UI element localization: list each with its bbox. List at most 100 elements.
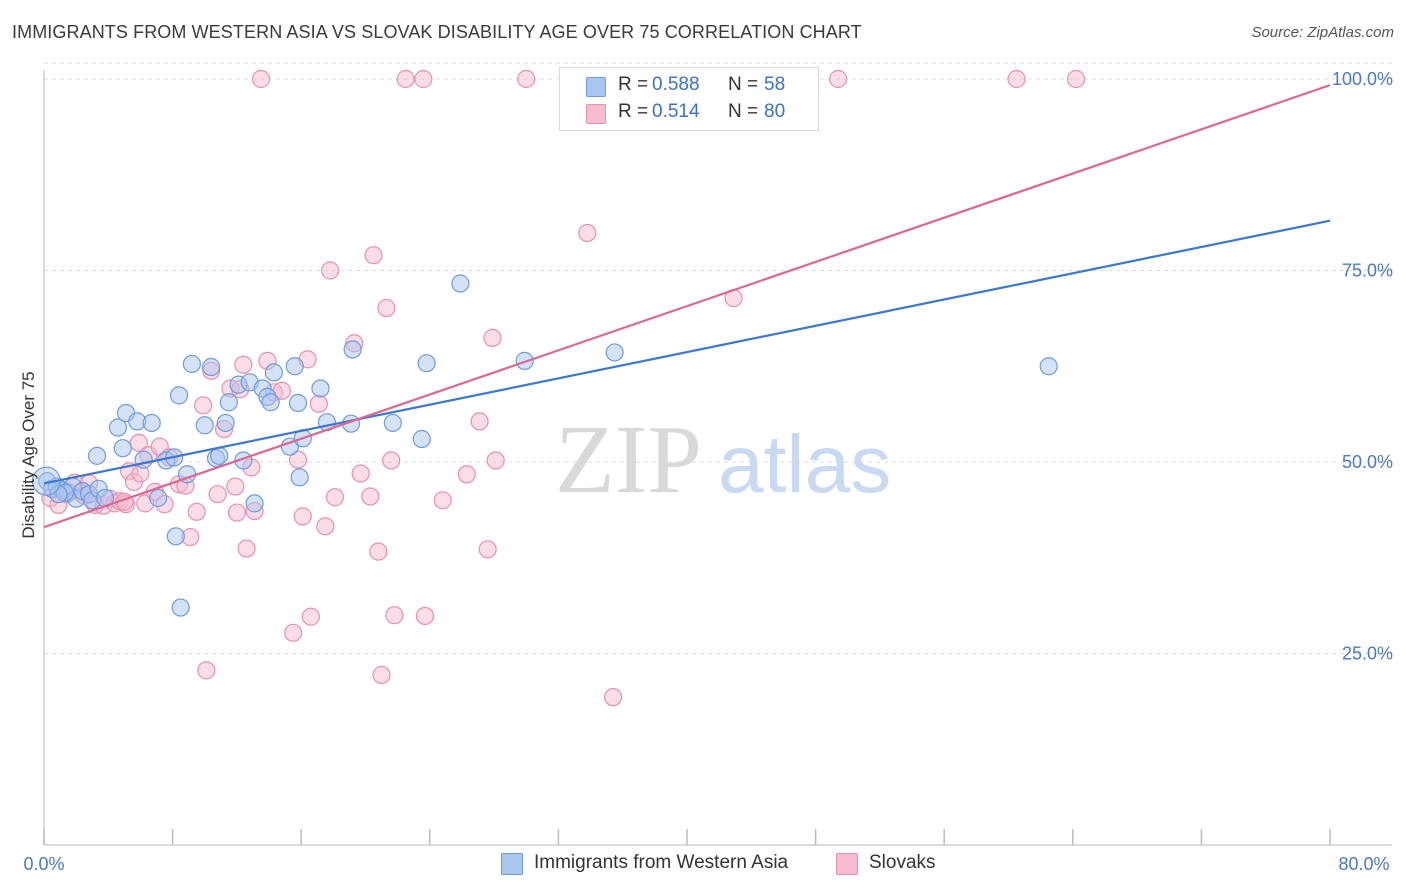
watermark-atlas: atlas [718, 419, 891, 510]
data-point [134, 450, 153, 469]
legend-n-value: 58 [764, 74, 786, 95]
data-point [361, 487, 380, 506]
data-point [385, 606, 404, 625]
data-point [321, 261, 340, 280]
watermark-zip: ZIP [555, 406, 702, 514]
data-point [187, 502, 206, 521]
y-tick-label: 50.0% [1342, 452, 1393, 472]
data-point [171, 598, 190, 617]
series-western-asia-points [31, 274, 1058, 617]
data-point [829, 69, 848, 89]
data-point [1007, 69, 1026, 89]
series-slovaks-points [41, 69, 1086, 707]
legend-r-label: R = [618, 74, 649, 95]
data-point [309, 394, 328, 413]
data-point [251, 69, 271, 89]
x-tick-label-min: 0.0% [23, 854, 64, 874]
data-point [1066, 69, 1086, 89]
data-point [383, 413, 402, 433]
data-point [226, 477, 245, 496]
data-point [517, 69, 536, 89]
data-point [377, 298, 396, 318]
data-point [293, 507, 312, 526]
series-legend-label: Slovaks [869, 852, 936, 873]
data-point [412, 429, 431, 449]
data-point [219, 393, 238, 412]
legend-r-value: 0.588 [652, 74, 700, 95]
data-point [264, 363, 283, 382]
legend-n-label: N = [728, 101, 759, 122]
data-point [87, 446, 107, 465]
data-point [351, 464, 370, 483]
data-point [451, 274, 470, 293]
data-point [369, 542, 388, 561]
data-point [311, 379, 330, 398]
data-point [285, 357, 304, 376]
data-point [284, 623, 303, 642]
data-point [578, 223, 597, 243]
trend-lines [43, 84, 1331, 529]
data-point [237, 539, 256, 558]
data-point [603, 688, 623, 707]
series-legend-label: Immigrants from Western Asia [534, 852, 789, 873]
series-legend-swatch [836, 853, 858, 875]
data-point [208, 485, 227, 504]
data-point [166, 527, 185, 546]
data-point [288, 450, 308, 469]
data-point [290, 468, 309, 487]
data-point [129, 433, 148, 452]
correlation-legend: R = 0.588 N = 58 R = 0.514 N = 80 [559, 67, 819, 131]
data-point [414, 69, 433, 89]
data-point [195, 416, 214, 435]
source-label: Source: ZipAtlas.com [1251, 24, 1394, 41]
data-point [364, 246, 383, 265]
data-point [142, 413, 161, 433]
legend-r-value: 0.514 [652, 101, 700, 122]
trend-line-slovaks [43, 84, 1331, 529]
data-point [245, 494, 264, 513]
data-point [605, 343, 624, 362]
data-point [372, 665, 391, 685]
y-tick-label: 100.0% [1332, 69, 1393, 89]
data-point [457, 465, 476, 484]
data-point [382, 451, 401, 470]
legend-swatch-pink [586, 104, 606, 124]
data-point [182, 354, 201, 374]
data-point [433, 491, 452, 510]
data-point [396, 69, 415, 89]
data-point [227, 503, 246, 522]
data-point [149, 488, 168, 508]
y-tick-label: 75.0% [1342, 261, 1393, 281]
data-point [202, 357, 221, 377]
data-point [216, 413, 235, 433]
data-point [417, 354, 436, 373]
data-point [301, 607, 320, 626]
y-tick-label: 25.0% [1342, 644, 1393, 664]
x-tick-label-max: 80.0% [1338, 854, 1389, 874]
data-point [415, 606, 435, 626]
y-axis-title: Disability Age Over 75 [19, 371, 38, 538]
data-point [486, 451, 505, 470]
series-legend-swatch [501, 853, 523, 875]
chart-title: IMMIGRANTS FROM WESTERN ASIA VS SLOVAK D… [12, 22, 862, 42]
data-point [478, 540, 497, 559]
data-point [261, 393, 280, 412]
legend-n-value: 80 [764, 101, 786, 122]
data-point [1039, 357, 1058, 376]
data-point [288, 393, 308, 413]
axes [43, 70, 1392, 846]
data-point [470, 412, 489, 431]
legend-r-label: R = [618, 101, 649, 122]
data-point [343, 340, 362, 359]
data-point [316, 517, 335, 536]
axis-labels: 25.0% 50.0% 75.0% 100.0% 0.0% 80.0% Disability… [19, 69, 1393, 874]
data-point [169, 386, 189, 405]
data-point [194, 396, 213, 415]
data-point [234, 355, 253, 374]
data-point [108, 418, 128, 437]
legend-swatch-blue [586, 77, 606, 97]
data-point [483, 328, 502, 348]
trend-line-western-asia [43, 219, 1331, 485]
data-point [113, 439, 132, 458]
